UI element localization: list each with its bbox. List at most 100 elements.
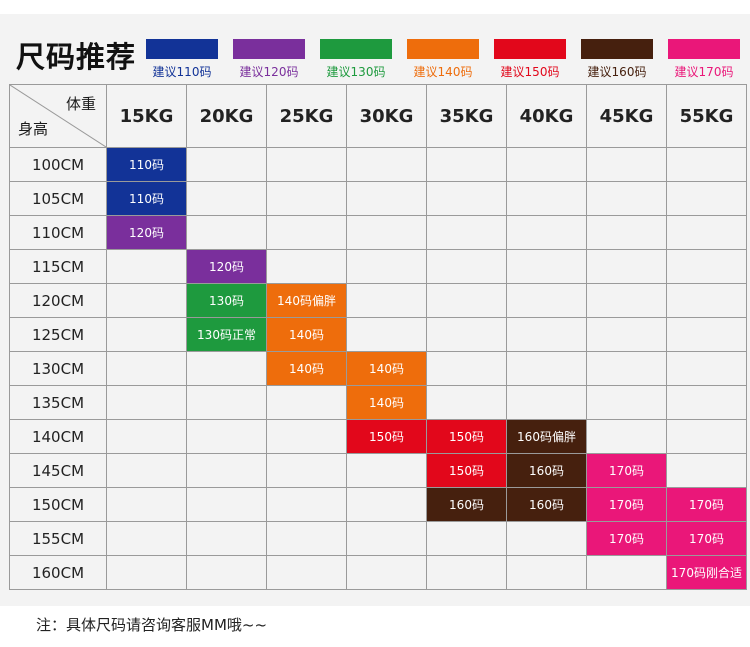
size-cell: 120码 [186,249,267,284]
empty-cell [506,555,587,590]
corner-header: 体重 身高 [9,84,107,148]
empty-cell [666,351,747,386]
empty-cell [186,147,267,182]
height-header: 125CM [9,317,107,352]
empty-cell [106,249,187,284]
empty-cell [346,521,427,556]
empty-cell [106,487,187,522]
size-cell: 130码正常 [186,317,267,352]
legend-item: 建议140码 [407,39,479,80]
legend-label: 建议150码 [500,65,560,79]
size-cell: 130码 [186,283,267,318]
legend-label: 建议170码 [674,65,734,79]
table-row: 125CM 130码正常 140码 [9,317,747,352]
empty-cell [666,181,747,216]
table-row: 140CM 150码 150码 160码偏胖 [9,419,747,454]
empty-cell [266,181,347,216]
empty-cell [666,453,747,488]
legend-swatch [233,39,305,59]
empty-cell [666,317,747,352]
size-cell: 160码偏胖 [506,419,587,454]
size-cell: 140码 [346,385,427,420]
empty-cell [666,215,747,250]
table-row: 130CM 140码 140码 [9,351,747,386]
empty-cell [426,555,507,590]
footer-note: 注：具体尺码请咨询客服MM哦~~ [36,616,268,634]
empty-cell [106,521,187,556]
legend-swatch [407,39,479,59]
empty-cell [586,351,667,386]
size-cell: 150码 [346,419,427,454]
empty-cell [346,215,427,250]
size-cell: 170码 [586,487,667,522]
height-header: 145CM [9,453,107,488]
size-cell: 120码 [106,215,187,250]
table-row: 135CM 140码 [9,385,747,420]
height-header: 100CM [9,147,107,182]
diagonal-line [10,85,106,147]
height-header: 130CM [9,351,107,386]
legend-swatch [581,39,653,59]
empty-cell [666,283,747,318]
size-cell: 170码 [586,521,667,556]
empty-cell [346,249,427,284]
empty-cell [266,215,347,250]
size-cell: 140码 [266,351,347,386]
size-cell: 110码 [106,147,187,182]
empty-cell [506,385,587,420]
empty-cell [186,487,267,522]
size-cell: 160码 [426,487,507,522]
legend-swatch [494,39,566,59]
size-cell: 140码 [266,317,347,352]
legend-item: 建议150码 [494,39,566,80]
size-cell: 170码 [666,487,747,522]
legend-label: 建议120码 [239,65,299,79]
empty-cell [426,317,507,352]
empty-cell [186,215,267,250]
weight-header: 35KG [426,84,507,148]
table-row: 160CM 170码刚合适 [9,555,747,590]
size-cell: 140码偏胖 [266,283,347,318]
empty-cell [186,555,267,590]
table-row: 110CM 120码 [9,215,747,250]
empty-cell [586,555,667,590]
empty-cell [586,249,667,284]
table-row: 115CM 120码 [9,249,747,284]
weight-header: 30KG [346,84,427,148]
empty-cell [586,419,667,454]
weight-header: 40KG [506,84,587,148]
size-cell: 170码 [586,453,667,488]
table-row: 155CM 170码 170码 [9,521,747,556]
empty-cell [426,181,507,216]
empty-cell [106,385,187,420]
empty-cell [106,351,187,386]
legend-item: 建议110码 [146,39,218,80]
empty-cell [426,351,507,386]
legend-label: 建议130码 [326,65,386,79]
size-legend: 建议110码 建议120码 建议130码 建议140码 建议150码 建议160码 建议17… [146,39,740,80]
empty-cell [266,555,347,590]
empty-cell [586,215,667,250]
size-cell: 150码 [426,453,507,488]
empty-cell [666,385,747,420]
height-header: 120CM [9,283,107,318]
size-cell: 150码 [426,419,507,454]
empty-cell [266,385,347,420]
empty-cell [506,181,587,216]
empty-cell [186,521,267,556]
empty-cell [506,249,587,284]
size-cell: 140码 [346,351,427,386]
empty-cell [186,385,267,420]
empty-cell [186,419,267,454]
height-header: 160CM [9,555,107,590]
legend-item: 建议120码 [233,39,305,80]
weight-header: 25KG [266,84,347,148]
height-header: 105CM [9,181,107,216]
height-header: 150CM [9,487,107,522]
empty-cell [266,249,347,284]
empty-cell [266,147,347,182]
height-header: 115CM [9,249,107,284]
empty-cell [346,453,427,488]
empty-cell [186,453,267,488]
empty-cell [426,147,507,182]
